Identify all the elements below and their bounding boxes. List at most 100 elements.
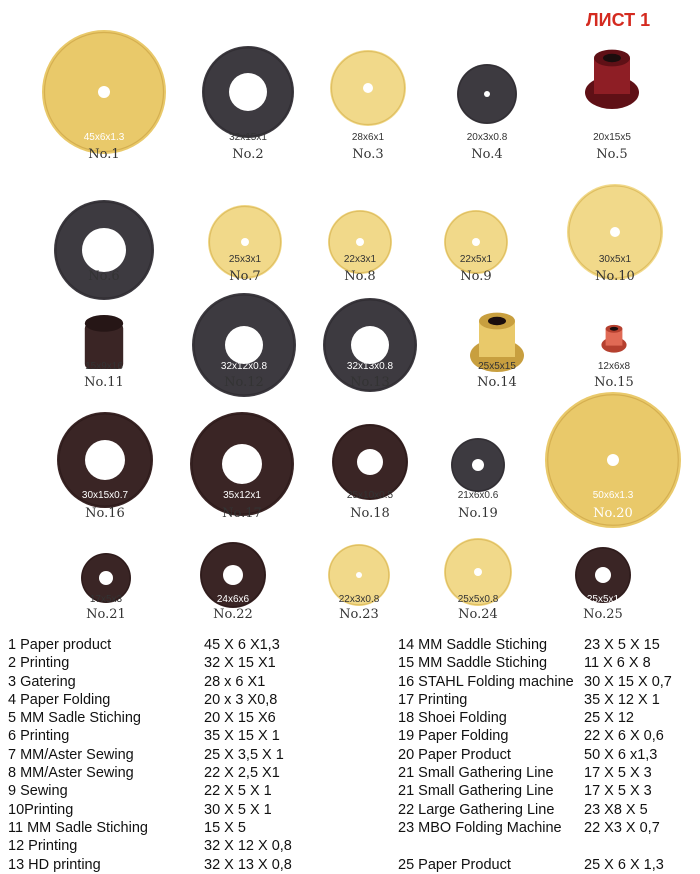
list-item-label: 1 Paper product: [8, 637, 112, 653]
washer-hole: [85, 440, 125, 480]
washer-number-label: No.8: [344, 269, 375, 284]
washer-number-label: No.6: [88, 269, 119, 284]
list-item: 2 Printing 32 X 15 X1: [8, 654, 338, 672]
list-item-value: 17 X 5 X 3: [584, 765, 652, 782]
list-item-value: 25 X 3,5 X 1: [204, 746, 284, 763]
list-item-value: 20 x 3 X0,8: [204, 691, 278, 708]
washer-number-label: No.10: [595, 269, 635, 284]
list-item-label: 14 MM Saddle Stiching: [398, 637, 548, 653]
washer-item: 25x3x1 No.7: [208, 205, 282, 284]
washer-size-label: 50x6x1.3: [593, 490, 634, 501]
washer-hole: [241, 238, 249, 246]
list-item: 19 Paper Folding 22 X 6 X 0,6: [398, 727, 698, 745]
washer-item: 22x3x0.8 No.23: [328, 544, 390, 622]
washer-hole: [474, 568, 482, 576]
list-item-value: 32 X 12 X 0,8: [204, 838, 292, 855]
list-item-label: 22 Large Gathering Line: [398, 801, 555, 818]
washer-hole: [82, 228, 126, 272]
list-item-label: 13 HD printing: [8, 856, 101, 873]
washer-hole: [595, 567, 611, 583]
list-item-label: 11 MM Sadle Stiching: [8, 819, 148, 836]
washer-hole: [472, 238, 480, 246]
washer-rim: [332, 424, 408, 500]
list-item-value: 50 X 6 x1,3: [584, 746, 658, 763]
list-item-label: 5 MM Sadle Stiching: [8, 710, 141, 727]
list-item-label: 3 Gatering: [8, 673, 76, 690]
list-item-value: 22 X 2,5 X1: [204, 765, 280, 782]
washer-rim: [457, 64, 517, 124]
list-item-label: 8 MM/Aster Sewing: [8, 765, 134, 782]
washer-item: 30x15x0.7 No.16: [57, 412, 153, 521]
list-item: 8 MM/Aster Sewing 22 X 2,5 X1: [8, 764, 338, 782]
washer-hole: [351, 326, 389, 364]
washer-item: 25x5x15 No.14: [470, 312, 524, 390]
list-item-value: 35 X 15 X 1: [204, 728, 280, 745]
list-item: 11 MM Sadle Stiching 15 X 5: [8, 819, 338, 837]
list-item: 25 Paper Product 25 X 6 X 1,3: [398, 856, 698, 874]
list-item-label: 12 Printing: [8, 838, 78, 855]
list-item: 21 Small Gathering Line 17 X 5 X 3: [398, 764, 698, 782]
washer-size-label: 22x3x1: [344, 254, 377, 265]
washer-rim: [191, 413, 293, 515]
washer-hole: [223, 565, 243, 585]
washer-rim: [208, 205, 282, 279]
washer-item: 35x15x1 No.6: [54, 200, 154, 300]
list-item: 14 MM Saddle Stiching 23 X 5 X 15: [398, 636, 698, 654]
washer-bore: [609, 326, 619, 331]
list-item-label: 2 Printing: [8, 655, 70, 672]
washer-number-label: No.18: [350, 506, 390, 521]
washer-number-label: No.13: [350, 375, 390, 390]
washer-rim: [547, 394, 679, 526]
list-item-value: 45 X 6 X1,3: [204, 637, 280, 653]
washer-rim: [330, 50, 406, 126]
list-item: 10Printing 30 X 5 X 1: [8, 801, 338, 819]
list-item-value: 20 X 15 X6: [204, 710, 276, 727]
washer-body: [84, 323, 124, 369]
list-item-label: 16 STAHL Folding machine: [398, 673, 574, 690]
washer-hole: [357, 449, 383, 475]
washer-catalog-image: 45x6x1.3 No.1 32x15x1 No.2 28x6x1 No.3 20x3x0.…: [42, 30, 681, 622]
washer-number-label: No.22: [213, 607, 253, 622]
list-item: 23 MBO Folding Machine 22 X3 X 0,7: [398, 819, 698, 837]
washer-number-label: No.21: [86, 607, 126, 622]
list-item-label: 21 Small Gathering Line: [398, 765, 554, 782]
washer-number-label: No.17: [222, 506, 262, 521]
list-item: 17 Printing 35 X 12 X 1: [398, 691, 698, 709]
list-item-value: 22 X3 X 0,7: [584, 819, 660, 836]
washer-number-label: No.11: [84, 375, 124, 390]
list-item-label: 20 Paper Product: [398, 746, 511, 763]
washer-item: 30x5x1 No.10: [567, 184, 663, 284]
washer-item: 20x3x0.8 No.4: [457, 64, 517, 162]
washer-number-label: No.15: [594, 375, 634, 390]
list-item-value: 15 X 5: [204, 819, 246, 836]
washer-size-label: 25x5x1: [587, 594, 620, 605]
washer-hole: [229, 73, 267, 111]
list-item-label: 23 MBO Folding Machine: [398, 819, 562, 836]
washer-rim: [444, 538, 512, 606]
washer-rim: [58, 413, 152, 507]
parts-list-left: 1 Paper product 45 X 6 X1,3 2 Printing 32 …: [8, 636, 338, 874]
list-item-value: 25 X 12: [584, 710, 634, 727]
washer-number-label: No.12: [224, 375, 264, 390]
list-item: 1 Paper product 45 X 6 X1,3: [8, 636, 338, 654]
washer-rim: [43, 31, 165, 153]
washer-number-label: No.23: [339, 607, 379, 622]
washer-item: 25x5x0.8 No.24: [444, 538, 512, 622]
washer-rim: [200, 542, 266, 608]
washer-number-label: No.2: [232, 147, 263, 162]
washer-item: 22x5x1 No.9: [444, 210, 508, 284]
list-item: 5 MM Sadle Stiching 20 X 15 X6: [8, 709, 338, 727]
washer-number-label: No.14: [477, 375, 517, 390]
list-item-value: 17 X 5 X 3: [584, 783, 652, 800]
washer-number-label: No.1: [88, 147, 119, 162]
list-item-value: 23 X 5 X 15: [584, 637, 660, 653]
washer-hole: [484, 91, 490, 97]
washer-size-label: 25x5x0.8: [458, 594, 499, 605]
washer-size-label: 25x3x1: [229, 254, 262, 265]
washer-size-label: 12x6x8: [598, 361, 631, 372]
list-item-value: 28 x 6 X1: [204, 673, 266, 690]
washer-number-label: No.19: [458, 506, 498, 521]
washer-item: 21x6x0.6 No.19: [451, 438, 505, 521]
list-item-value: 23 X8 X 5: [584, 801, 648, 818]
washer-number-label: No.3: [352, 147, 383, 162]
